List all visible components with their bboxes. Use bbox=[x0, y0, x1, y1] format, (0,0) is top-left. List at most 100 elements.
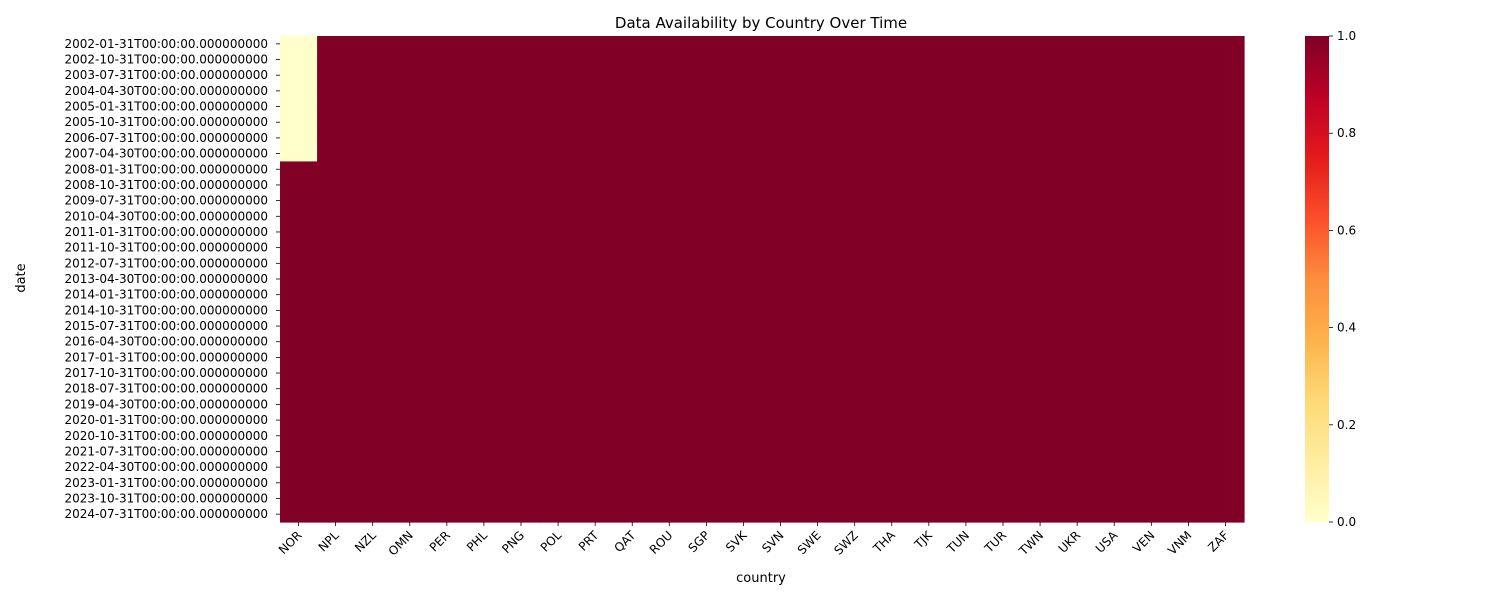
heatmap-cell bbox=[502, 459, 541, 476]
heatmap-cell bbox=[354, 302, 392, 319]
heatmap-cell bbox=[687, 459, 726, 476]
heatmap-cell bbox=[391, 67, 429, 84]
heatmap-cell bbox=[576, 333, 615, 351]
heatmap-cell bbox=[947, 192, 986, 210]
y-tick-label: 2002-10-31T00:00:00.000000000 bbox=[65, 53, 269, 67]
heatmap-cell bbox=[317, 161, 355, 178]
heatmap-cell bbox=[724, 130, 763, 147]
heatmap-cell bbox=[576, 177, 615, 194]
heatmap-cells bbox=[280, 36, 1245, 523]
heatmap-cell bbox=[576, 114, 615, 131]
heatmap-cell bbox=[799, 224, 837, 241]
heatmap-cell bbox=[428, 177, 466, 194]
heatmap-cell bbox=[1169, 271, 1208, 288]
heatmap-cell bbox=[910, 98, 948, 115]
heatmap-cell bbox=[1206, 365, 1245, 382]
heatmap-cell bbox=[539, 443, 578, 460]
heatmap-cell bbox=[539, 349, 578, 366]
heatmap-cell bbox=[724, 490, 763, 507]
x-tick-label: UKR bbox=[1056, 528, 1084, 556]
heatmap-cell bbox=[502, 98, 541, 115]
heatmap-cell bbox=[687, 255, 726, 272]
heatmap-cell bbox=[613, 318, 652, 335]
heatmap-cell bbox=[1058, 208, 1097, 225]
heatmap-cell bbox=[947, 67, 986, 84]
heatmap-cell bbox=[724, 443, 763, 460]
heatmap-cell bbox=[910, 459, 948, 476]
x-tick-label: PRT bbox=[576, 528, 602, 554]
heatmap-cell bbox=[465, 255, 504, 272]
heatmap-cell bbox=[984, 318, 1023, 335]
heatmap-cell bbox=[1021, 474, 1060, 492]
heatmap-cell bbox=[687, 51, 726, 68]
heatmap-cell bbox=[687, 98, 726, 115]
heatmap-cell bbox=[428, 490, 466, 507]
heatmap-cell bbox=[317, 427, 355, 445]
heatmap-cell bbox=[1206, 349, 1245, 366]
heatmap-cell bbox=[428, 192, 466, 210]
heatmap-cell bbox=[984, 239, 1023, 257]
heatmap-cell bbox=[799, 36, 837, 53]
y-tick-label: 2023-01-31T00:00:00.000000000 bbox=[65, 476, 269, 490]
heatmap-cell bbox=[539, 114, 578, 131]
heatmap-cell bbox=[947, 365, 986, 382]
heatmap-cell bbox=[910, 396, 948, 413]
heatmap-cell bbox=[1058, 192, 1097, 210]
heatmap-cell bbox=[947, 239, 986, 257]
heatmap-cell bbox=[910, 412, 948, 429]
heatmap-cell bbox=[724, 318, 763, 335]
heatmap-cell bbox=[465, 98, 504, 115]
heatmap-cell bbox=[650, 349, 689, 366]
heatmap-cell bbox=[650, 396, 689, 413]
heatmap-cell bbox=[1095, 412, 1134, 429]
heatmap-cell bbox=[502, 427, 541, 445]
heatmap-cell bbox=[650, 208, 689, 225]
heatmap-cell bbox=[502, 130, 541, 147]
heatmap-cell bbox=[873, 36, 911, 53]
heatmap-cell bbox=[762, 333, 800, 351]
colorbar-tick-label: 1.0 bbox=[1337, 29, 1356, 43]
heatmap-cell bbox=[873, 67, 911, 84]
heatmap-cell bbox=[984, 459, 1023, 476]
colorbar: 0.0 0.2 0.4 0.6 0.8 1.0 bbox=[1305, 29, 1356, 529]
heatmap-cell bbox=[910, 490, 948, 507]
heatmap-cell bbox=[391, 224, 429, 241]
heatmap-cell bbox=[428, 98, 466, 115]
heatmap-cell bbox=[650, 427, 689, 445]
heatmap-cell bbox=[428, 145, 466, 163]
heatmap-cell bbox=[1132, 302, 1171, 319]
heatmap-cell bbox=[650, 177, 689, 194]
heatmap-cell bbox=[687, 239, 726, 257]
heatmap-cell bbox=[984, 145, 1023, 163]
heatmap-cell bbox=[687, 286, 726, 304]
heatmap-cell bbox=[947, 98, 986, 115]
heatmap-cell bbox=[984, 114, 1023, 131]
heatmap-cell bbox=[650, 302, 689, 319]
heatmap-cell bbox=[613, 36, 652, 53]
heatmap-cell bbox=[724, 333, 763, 351]
heatmap-cell bbox=[873, 130, 911, 147]
heatmap-cell bbox=[1206, 396, 1245, 413]
heatmap-cell bbox=[502, 396, 541, 413]
heatmap-cell bbox=[1021, 36, 1060, 53]
heatmap-cell bbox=[354, 192, 392, 210]
heatmap-cell bbox=[1095, 302, 1134, 319]
x-tick-label: TUN bbox=[944, 528, 972, 556]
heatmap-cell bbox=[799, 83, 837, 100]
heatmap-cell bbox=[428, 506, 466, 523]
heatmap-cell bbox=[724, 208, 763, 225]
heatmap-cell bbox=[428, 318, 466, 335]
heatmap-cell bbox=[539, 130, 578, 147]
heatmap-cell bbox=[799, 67, 837, 84]
heatmap-cell bbox=[687, 83, 726, 100]
heatmap-cell bbox=[650, 145, 689, 163]
x-tick-label: NOR bbox=[276, 528, 305, 557]
heatmap-cell bbox=[1058, 161, 1097, 178]
heatmap-cell bbox=[947, 145, 986, 163]
heatmap-cell bbox=[354, 286, 392, 304]
heatmap-cell bbox=[613, 145, 652, 163]
heatmap-cell bbox=[576, 98, 615, 115]
heatmap-cell bbox=[836, 145, 874, 163]
heatmap-cell bbox=[1132, 459, 1171, 476]
heatmap-cell bbox=[1095, 506, 1134, 523]
